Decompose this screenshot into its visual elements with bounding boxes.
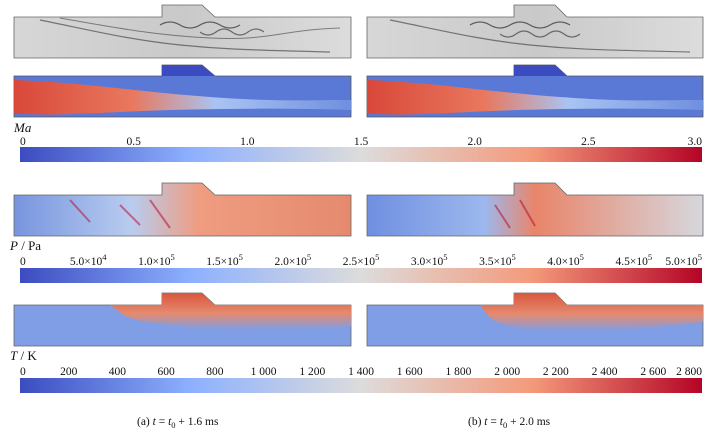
t-tick-1: 200 (60, 366, 78, 378)
mach-panel-a (13, 64, 352, 118)
caption-a-prefix: (a) (137, 416, 153, 428)
t-tick-11: 2 200 (543, 366, 569, 378)
p-tick-8: 4.0×105 (547, 252, 584, 268)
temperature-colorbar-unit: / K (17, 348, 37, 363)
p-tick-9-exponent: 5 (648, 252, 652, 262)
temperature-colorbar-label: T / K (10, 348, 37, 363)
schlieren-panel-a (13, 4, 352, 59)
temperature-panel-a (13, 292, 352, 347)
p-tick-1-exponent: 4 (102, 252, 107, 262)
p-tick-7-exponent: 5 (511, 252, 515, 262)
caption-b-sub: 0 (503, 420, 507, 430)
caption-a-t: t (153, 416, 157, 428)
ma-tick-5: 2.5 (581, 136, 596, 148)
caption-b-rest: + 2.0 ms (507, 416, 550, 428)
ma-colorbar-ticks: 0 0.5 1.0 1.5 2.0 2.5 3.0 (20, 136, 702, 148)
t-tick-3: 600 (158, 366, 176, 378)
p-tick-5-mantissa: 2.5×10 (343, 256, 376, 268)
pressure-panel-a (13, 182, 352, 237)
p-tick-7: 3.5×105 (479, 252, 516, 268)
p-tick-8-exponent: 5 (580, 252, 584, 262)
t-tick-9: 1 800 (445, 366, 471, 378)
ma-tick-1: 0.5 (126, 136, 141, 148)
t-tick-14: 2 800 (676, 366, 702, 378)
p-tick-1: 5.0×104 (70, 252, 107, 268)
p-tick-2: 1.0×105 (138, 252, 175, 268)
pressure-colorbar-ticks: 0 5.0×104 1.0×105 1.5×105 2.0×105 2.5×105 3.0×… (20, 252, 702, 268)
t-tick-10: 2 000 (494, 366, 520, 378)
p-tick-7-mantissa: 3.5×10 (479, 256, 512, 268)
t-tick-8: 1 600 (397, 366, 423, 378)
caption-b-prefix: (b) (468, 416, 484, 428)
t-tick-2: 400 (109, 366, 127, 378)
caption-a-rest: + 1.6 ms (176, 416, 219, 428)
t-tick-5: 1 000 (251, 366, 277, 378)
mach-panel-b (366, 64, 704, 118)
p-tick-5: 2.5×105 (343, 252, 380, 268)
p-tick-3-mantissa: 1.5×10 (206, 256, 239, 268)
ma-tick-2: 1.0 (240, 136, 255, 148)
temperature-colorbar (20, 378, 702, 393)
p-tick-3: 1.5×105 (206, 252, 243, 268)
p-tick-0-mantissa: 0 (20, 256, 26, 268)
p-tick-8-mantissa: 4.0×10 (547, 256, 580, 268)
p-tick-4-mantissa: 2.0×10 (274, 256, 307, 268)
temperature-colorbar-var: T (10, 348, 18, 363)
pressure-colorbar-label: P / Pa (9, 238, 41, 253)
temperature-colorbar-ticks: 0 200 400 600 800 1 000 1 200 1 400 1 600 1 800 2 … (20, 366, 702, 378)
p-tick-6-exponent: 5 (443, 252, 447, 262)
p-tick-10-mantissa: 5.0×10 (665, 256, 698, 268)
caption-b-t0: t (500, 416, 504, 428)
caption-a-t0: t (168, 416, 172, 428)
t-tick-4: 800 (206, 366, 224, 378)
caption-b-eq: = (488, 416, 500, 428)
pressure-colorbar (20, 268, 702, 283)
t-tick-12: 2 400 (592, 366, 618, 378)
p-tick-10: 5.0×105 (665, 252, 702, 268)
caption-b-t: t (484, 416, 488, 428)
p-tick-9: 4.5×105 (615, 252, 652, 268)
caption-a-eq: = (156, 416, 168, 428)
p-tick-6: 3.0×105 (411, 252, 448, 268)
p-tick-1-mantissa: 5.0×10 (70, 256, 103, 268)
temperature-panel-b (366, 292, 704, 347)
ma-tick-4: 2.0 (467, 136, 482, 148)
caption-a: (a) t = t0 + 1.6 ms (137, 416, 219, 430)
ma-tick-6: 3.0 (688, 136, 703, 148)
pressure-colorbar-var: P (9, 238, 18, 253)
t-tick-0: 0 (20, 366, 26, 378)
p-tick-6-mantissa: 3.0×10 (411, 256, 444, 268)
p-tick-0: 0 (20, 256, 26, 268)
p-tick-4-exponent: 5 (307, 252, 311, 262)
p-tick-9-mantissa: 4.5×10 (615, 256, 648, 268)
p-tick-2-exponent: 5 (170, 252, 174, 262)
schlieren-panel-b (366, 4, 704, 59)
ma-colorbar (20, 147, 702, 162)
p-tick-4: 2.0×105 (274, 252, 311, 268)
t-tick-6: 1 200 (299, 366, 325, 378)
p-tick-3-exponent: 5 (239, 252, 243, 262)
ma-tick-0: 0 (20, 136, 26, 148)
t-tick-7: 1 400 (348, 366, 374, 378)
p-tick-5-exponent: 5 (375, 252, 379, 262)
caption-a-sub: 0 (171, 420, 175, 430)
p-tick-10-exponent: 5 (698, 252, 702, 262)
pressure-panel-b (366, 182, 704, 237)
ma-tick-3: 1.5 (354, 136, 369, 148)
t-tick-13: 2 600 (640, 366, 666, 378)
caption-b: (b) t = t0 + 2.0 ms (468, 416, 551, 430)
ma-colorbar-label: Ma (13, 120, 32, 135)
p-tick-2-mantissa: 1.0×10 (138, 256, 171, 268)
pressure-colorbar-unit: / Pa (18, 238, 41, 253)
